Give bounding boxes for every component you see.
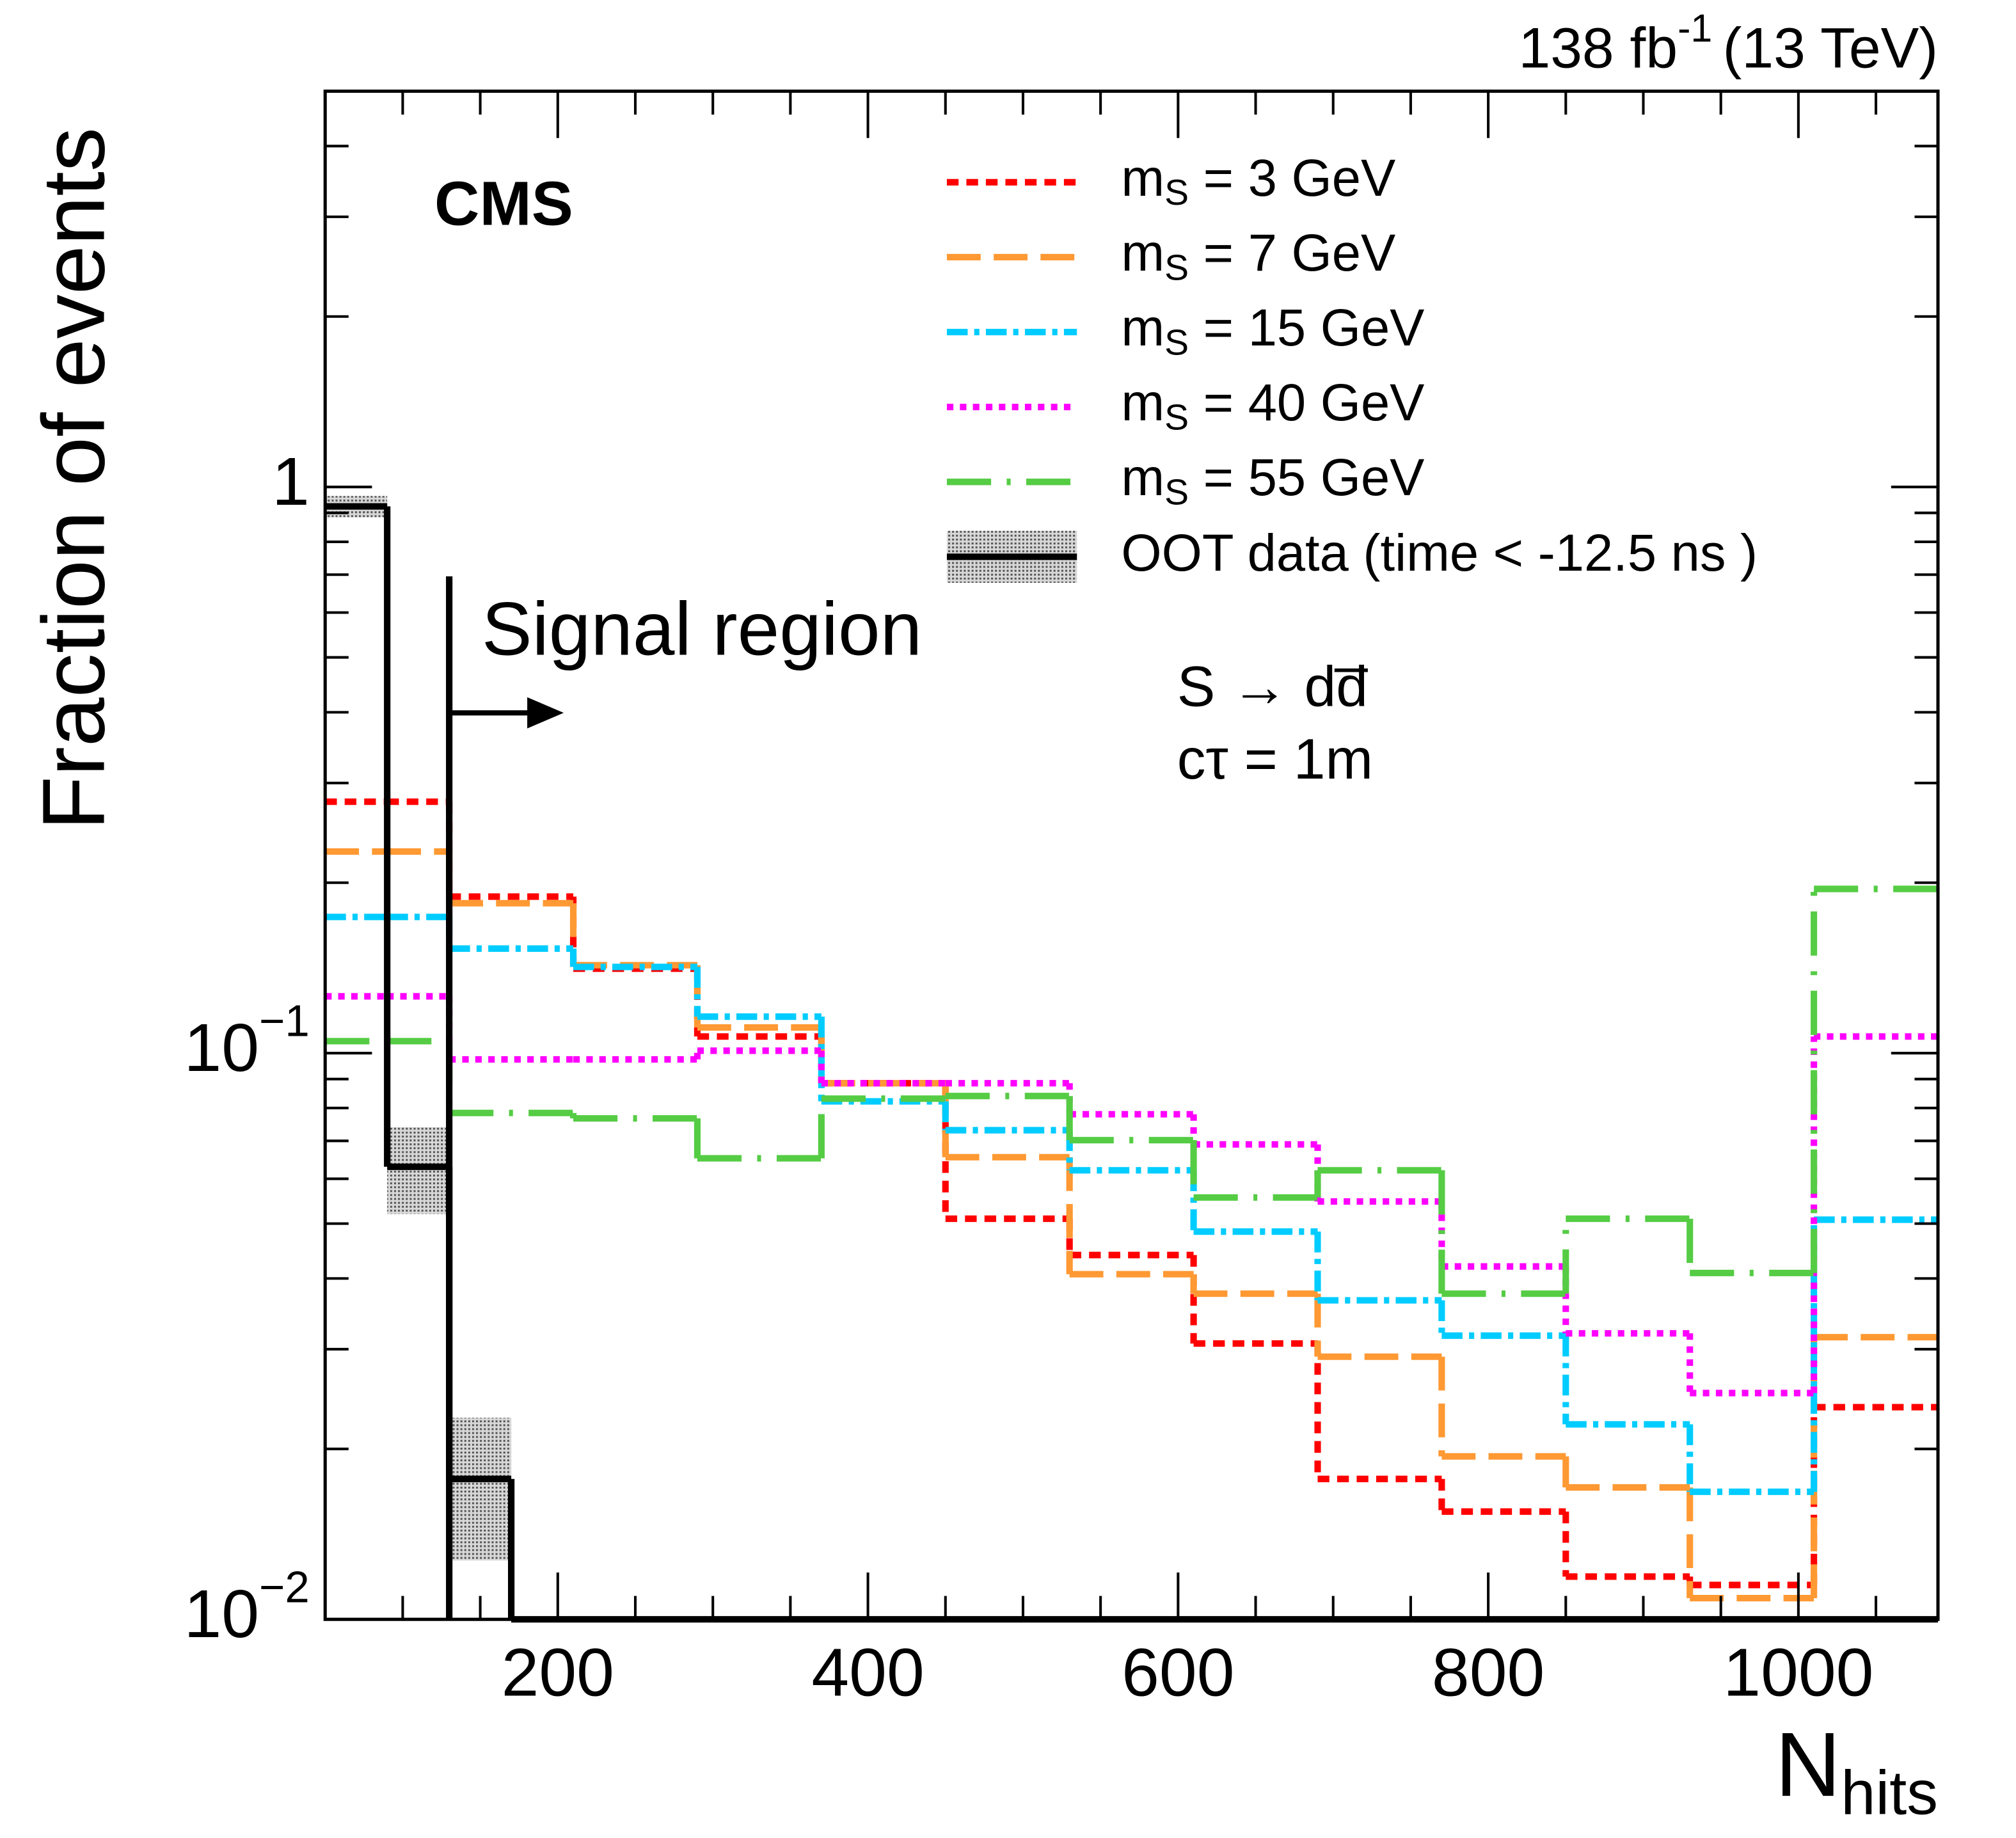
y-tick-label: 1 bbox=[272, 444, 310, 519]
lumi-label: 138 fb-1 (13 TeV) bbox=[1518, 6, 1938, 79]
legend-label: mS = 15 GeV bbox=[1121, 299, 1424, 363]
y-axis-label: Fraction of events bbox=[25, 127, 123, 830]
legend-label: mS = 55 GeV bbox=[1121, 449, 1424, 513]
x-tick-label: 1000 bbox=[1723, 1635, 1873, 1711]
chart-title: CMS bbox=[434, 168, 573, 238]
x-tick-label: 800 bbox=[1432, 1635, 1544, 1711]
annotation: cτ = 1m bbox=[1177, 727, 1373, 791]
annotation: S → dd̅ bbox=[1177, 654, 1369, 718]
x-tick-label: 200 bbox=[502, 1635, 614, 1711]
y-tick-label: 10−2 bbox=[184, 1562, 309, 1652]
legend-label: OOT data (time < -12.5 ns ) bbox=[1121, 524, 1758, 582]
error-band bbox=[387, 1127, 450, 1214]
y-tick-label: 10−1 bbox=[184, 996, 309, 1086]
legend-label: mS = 7 GeV bbox=[1121, 224, 1395, 288]
x-tick-label: 600 bbox=[1122, 1635, 1234, 1711]
signal-region-label: Signal region bbox=[482, 586, 922, 670]
legend-label: mS = 3 GeV bbox=[1121, 149, 1395, 213]
plot-frame bbox=[323, 90, 1940, 1621]
x-axis-label: Nhits bbox=[1775, 1714, 1938, 1828]
legend-label: mS = 40 GeV bbox=[1121, 374, 1424, 438]
x-tick-label: 400 bbox=[811, 1635, 924, 1711]
error-band bbox=[449, 1418, 512, 1561]
arrow-head bbox=[527, 697, 564, 729]
